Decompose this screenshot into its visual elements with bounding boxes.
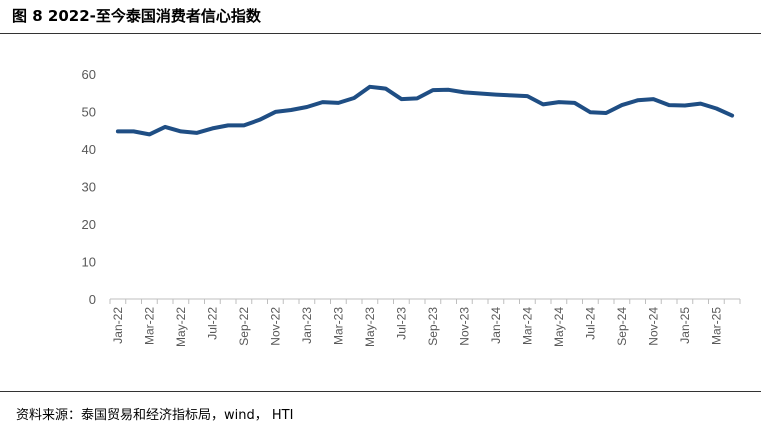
- series-line: [115, 84, 735, 137]
- x-tick-label: Sep-23: [426, 307, 440, 346]
- x-tick-label: Mar-23: [331, 307, 345, 345]
- x-tick-label: Nov-22: [268, 307, 282, 346]
- y-tick-label: 30: [82, 180, 96, 195]
- y-tick-label: 0: [89, 292, 96, 307]
- y-axis-ticks: 0 10 20 30 40 50 60: [82, 67, 96, 307]
- x-tick-label: Sep-22: [237, 307, 251, 346]
- x-tick-label: Mar-22: [142, 307, 156, 345]
- y-tick-label: 40: [82, 142, 96, 157]
- y-tick-label: 10: [82, 255, 96, 270]
- x-tick-label: Jul-24: [583, 307, 597, 340]
- y-tick-label: 20: [82, 217, 96, 232]
- bottom-rule: [0, 391, 761, 392]
- x-tick-label: May-22: [174, 307, 188, 347]
- x-tick-label: Mar-25: [709, 307, 723, 345]
- x-tick-label: Nov-23: [457, 307, 471, 346]
- source-note: 资料来源：泰国贸易和经济指标局，wind， HTI: [16, 408, 294, 423]
- y-tick-label: 50: [82, 105, 96, 120]
- x-tick-label: Jan-22: [111, 307, 125, 344]
- x-tick-label: Jul-23: [394, 307, 408, 340]
- top-rule: [0, 33, 761, 34]
- x-tick-label: Jul-22: [205, 307, 219, 340]
- x-tick-label: Jan-25: [678, 307, 692, 344]
- x-tick-label: Jan-24: [489, 307, 503, 344]
- x-tick-label: Nov-24: [646, 307, 660, 346]
- x-tick-label: Jan-23: [300, 307, 314, 344]
- x-tick-label: Mar-24: [520, 307, 534, 345]
- y-tick-label: 60: [82, 67, 96, 82]
- x-tick-label: May-24: [552, 307, 566, 347]
- figure-title: 图 8 2022-至今泰国消费者信心指数: [12, 7, 261, 25]
- line-chart: 0 10 20 30 40 50 60 Jan-22 Mar-22 May-22 Jul-22 Se…: [82, 67, 741, 347]
- x-axis-ticks: Jan-22 Mar-22 May-22 Jul-22 Sep-22 Nov-22 Jan-…: [109, 299, 741, 347]
- x-tick-label: Sep-24: [615, 307, 629, 346]
- x-tick-label: May-23: [363, 307, 377, 347]
